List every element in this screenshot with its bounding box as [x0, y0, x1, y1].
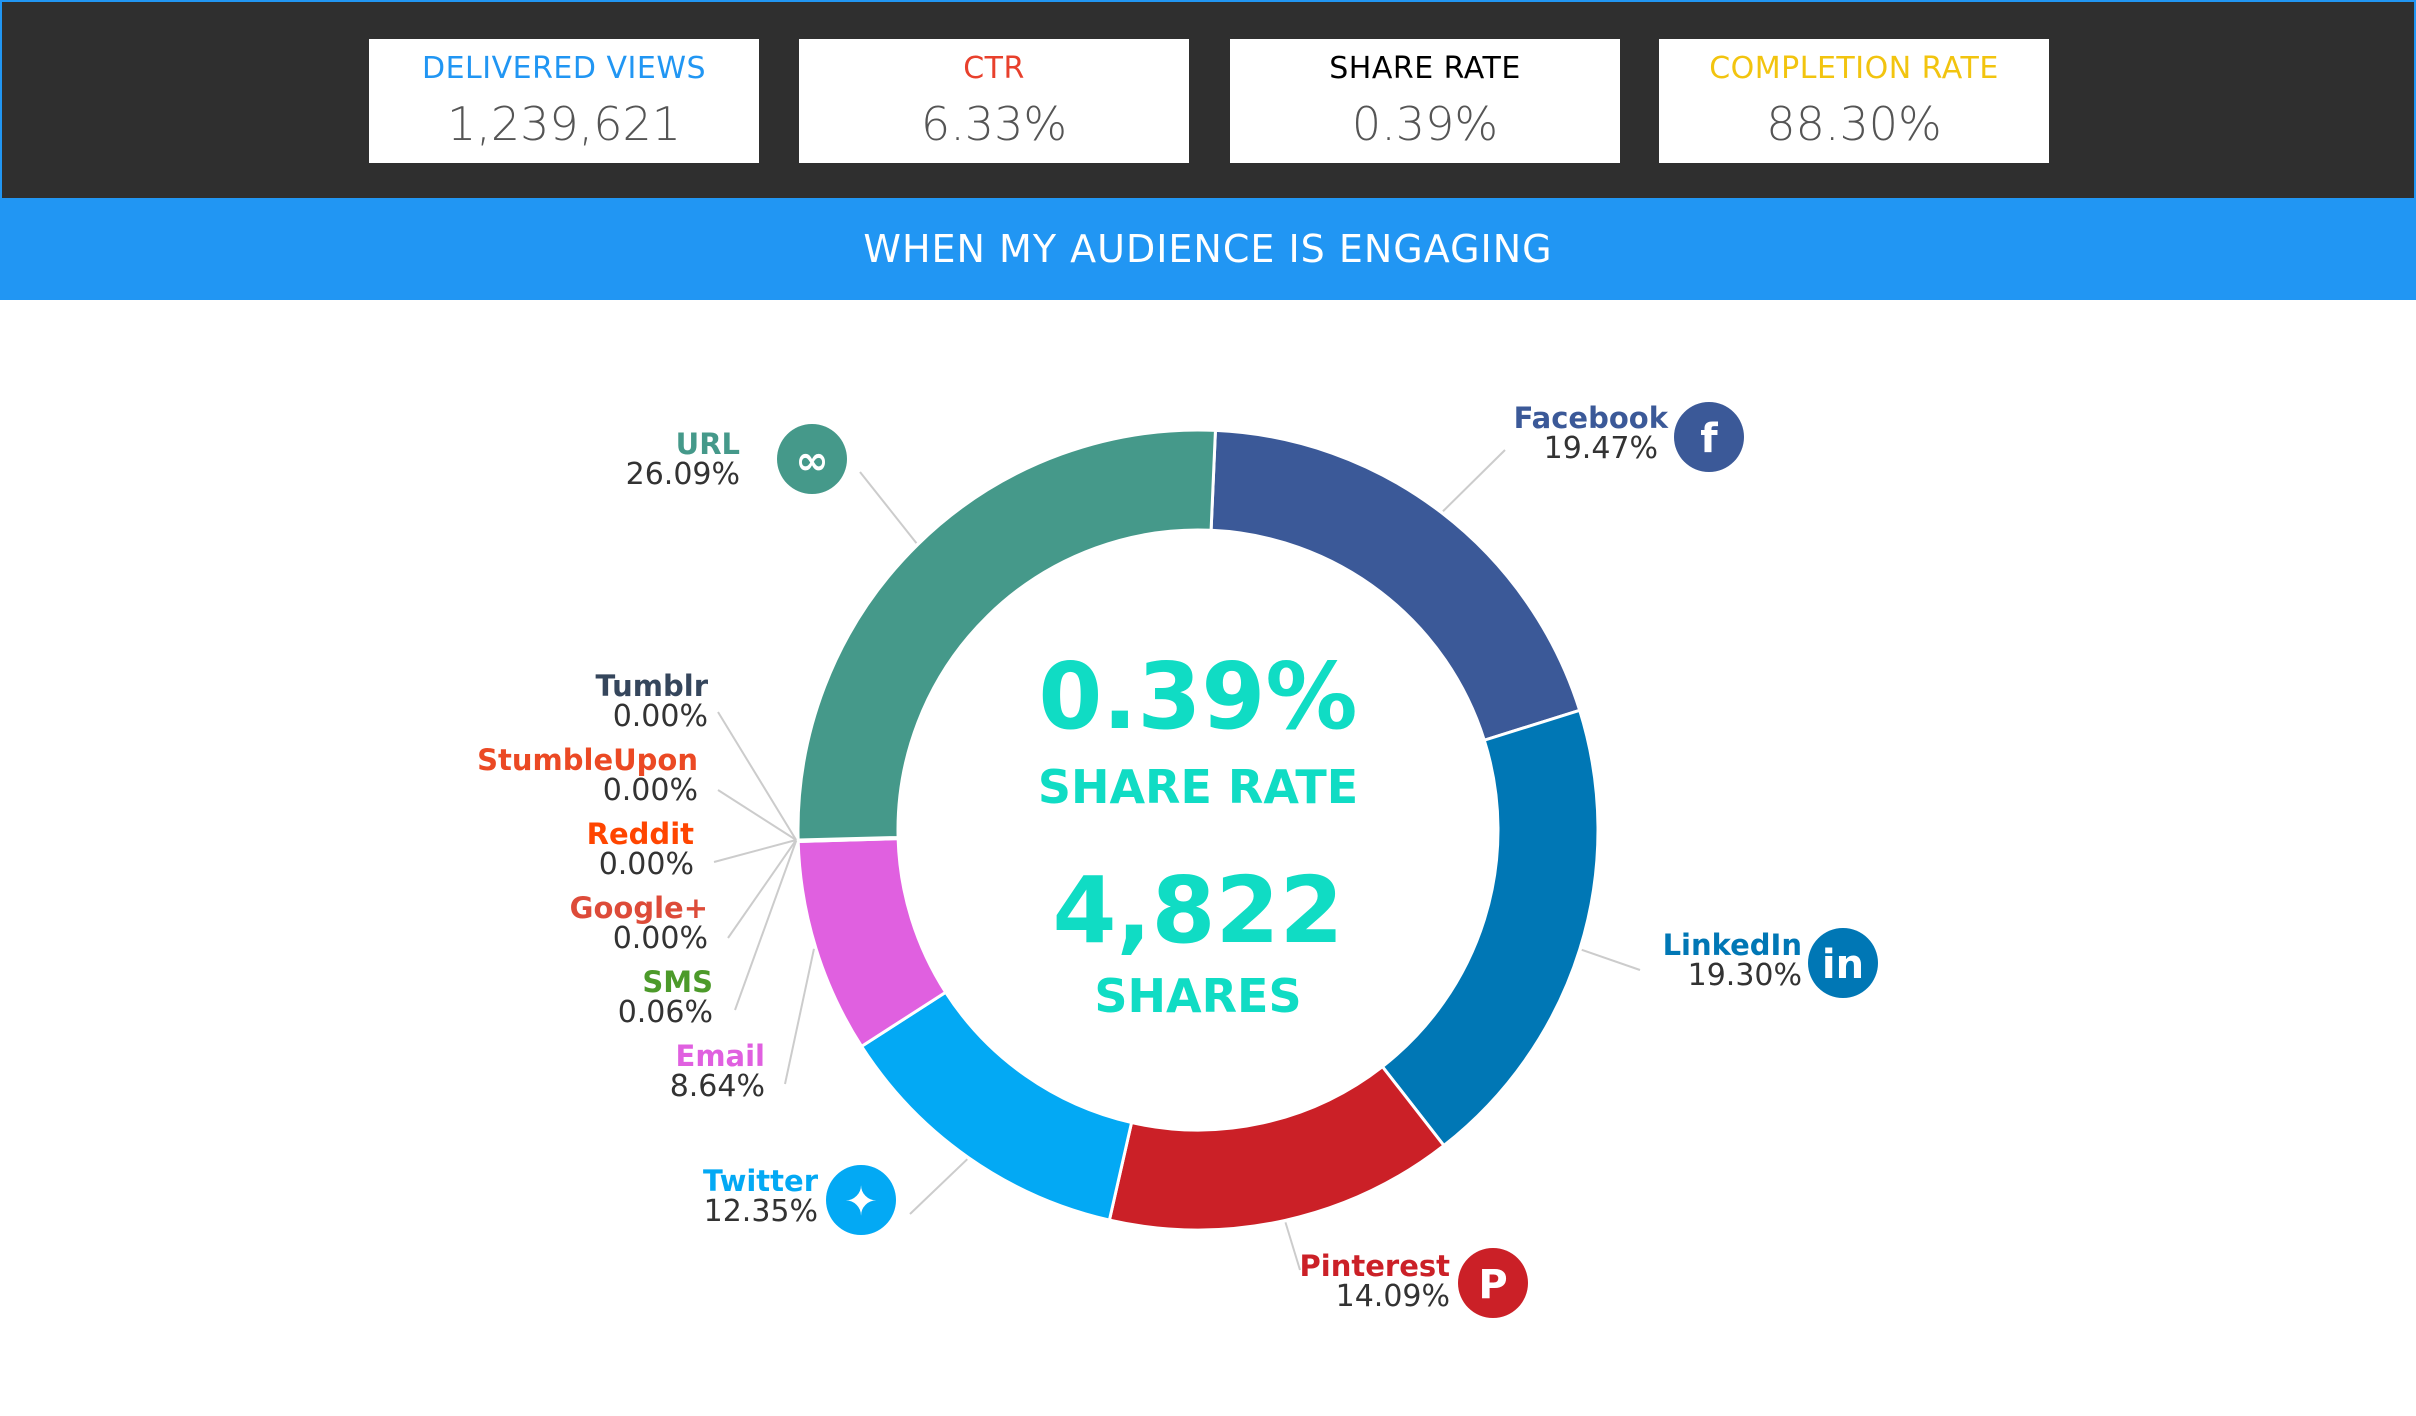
leader-line-facebook [1442, 449, 1506, 512]
leader-line-url [859, 471, 918, 544]
facebook-icon: f [1674, 402, 1744, 472]
metric-card-share-rate[interactable]: SHARE RATE 0.39% [1230, 39, 1620, 163]
leader-line-reddit [713, 839, 797, 863]
label-name-facebook: Facebook [1514, 401, 1669, 435]
metric-value: 6.33% [920, 97, 1068, 151]
metric-label: DELIVERED VIEWS [421, 51, 707, 86]
label-value-reddit: 0.00% [599, 847, 694, 882]
metric-label: CTR [963, 51, 1025, 86]
leader-line-twitter [909, 1158, 968, 1215]
label-name-stumbleupon: StumbleUpon [477, 743, 698, 777]
label-value-sms: 0.06% [618, 995, 713, 1030]
slice-url[interactable] [796, 428, 1218, 842]
metric-card-completion-rate[interactable]: COMPLETION RATE 88.30% [1659, 39, 2049, 163]
leader-line-sms [734, 840, 798, 1011]
label-value-facebook: 19.47% [1544, 431, 1658, 466]
section-banner: WHEN MY AUDIENCE IS ENGAGING [0, 198, 2416, 300]
metric-label: COMPLETION RATE [1709, 51, 1999, 86]
label-value-google: 0.00% [613, 921, 708, 956]
link-icon: ∞ [777, 424, 847, 494]
label-name-url: URL [676, 427, 740, 461]
metric-value: 1,239,621 [446, 97, 682, 151]
metric-label: SHARE RATE [1329, 51, 1521, 86]
label-name-sms: SMS [642, 965, 713, 999]
leader-line-pinterest [1284, 1222, 1301, 1271]
label-value-tumblr: 0.00% [613, 699, 708, 734]
metric-card-delivered-views[interactable]: DELIVERED VIEWS 1,239,621 [369, 39, 759, 163]
label-name-twitter: Twitter [703, 1164, 819, 1198]
label-value-linkedin: 19.30% [1688, 958, 1802, 993]
label-value-twitter: 12.35% [704, 1194, 818, 1229]
svg-text:✦: ✦ [844, 1179, 878, 1225]
label-name-google: Google+ [570, 891, 708, 925]
label-google: Google+0.00% [570, 891, 708, 956]
svg-text:f: f [1700, 416, 1718, 462]
label-name-email: Email [676, 1039, 765, 1073]
leader-line-linkedin [1581, 948, 1641, 971]
leader-line-stumbleupon [717, 789, 797, 841]
label-name-reddit: Reddit [587, 817, 694, 851]
leader-line-tumblr [717, 711, 797, 841]
pinterest-icon: P [1458, 1248, 1528, 1318]
label-value-url: 26.09% [626, 457, 740, 492]
label-name-pinterest: Pinterest [1300, 1249, 1451, 1283]
svg-text:∞: ∞ [795, 438, 828, 484]
svg-text:P: P [1478, 1262, 1507, 1308]
center-rate-label: SHARE RATE [1038, 760, 1358, 814]
label-value-email: 8.64% [670, 1069, 765, 1104]
linkedin-icon: in [1808, 928, 1878, 998]
center-shares-label: SHARES [1094, 969, 1301, 1023]
svg-text:in: in [1822, 942, 1864, 988]
slice-linkedin[interactable] [1380, 708, 1600, 1148]
metric-value: 88.30% [1766, 97, 1942, 151]
leader-line-google [727, 839, 797, 939]
label-value-pinterest: 14.09% [1336, 1279, 1450, 1314]
center-rate-value: 0.39% [1038, 643, 1357, 750]
leader-line-email [784, 948, 815, 1085]
label-name-tumblr: Tumblr [596, 669, 709, 703]
twitter-icon: ✦ [826, 1165, 896, 1235]
slice-pinterest[interactable] [1107, 1064, 1446, 1232]
slice-twitter[interactable] [859, 990, 1134, 1222]
center-shares-value: 4,822 [1052, 857, 1343, 964]
metrics-bar: DELIVERED VIEWS 1,239,621 CTR 6.33% SHAR… [0, 0, 2416, 198]
metric-value: 0.39% [1351, 97, 1499, 151]
label-value-stumbleupon: 0.00% [603, 773, 698, 808]
label-name-linkedin: LinkedIn [1663, 928, 1802, 962]
metric-card-ctr[interactable]: CTR 6.33% [799, 39, 1189, 163]
